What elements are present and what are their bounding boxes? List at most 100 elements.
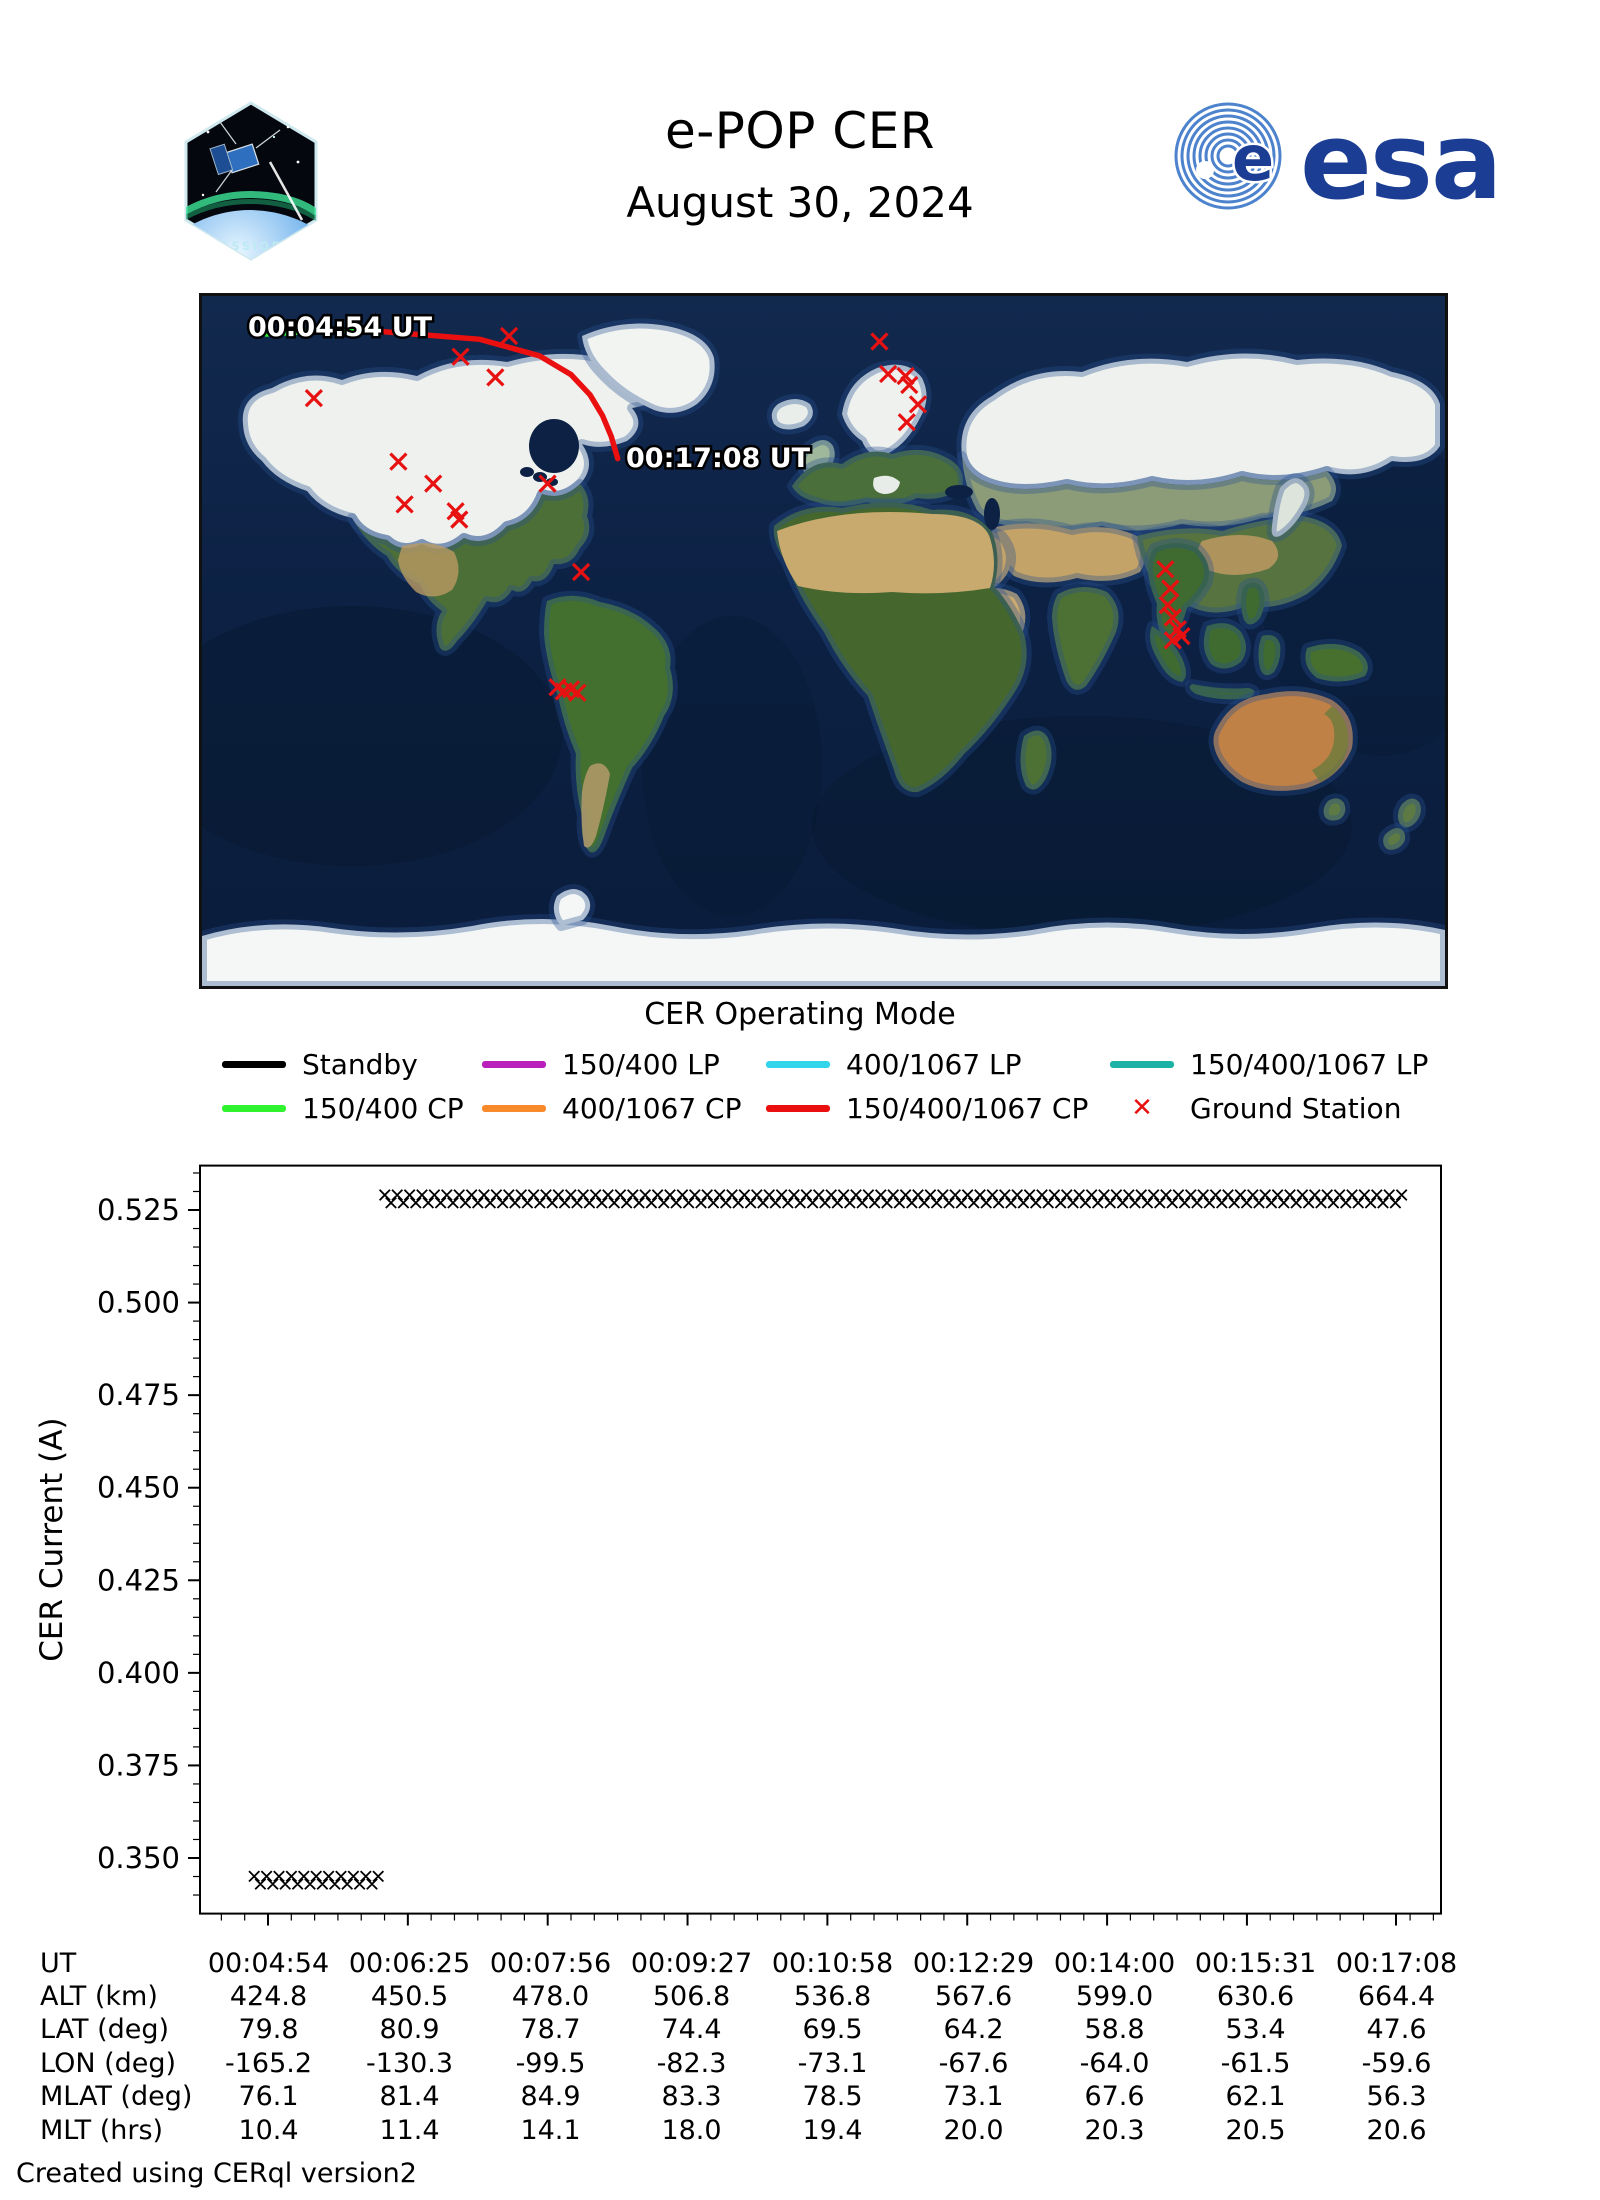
table-row: LAT (deg) 79.8 80.9 78.7 74.4 69.5 64.2 58.8 53.…	[40, 2013, 1467, 2047]
table-row-label: LAT (deg)	[40, 2014, 170, 2046]
table-cell: 630.6	[1216, 1980, 1295, 2012]
track-start-time-label: 00:04:54 UT	[248, 312, 433, 343]
table-cell: 567.6	[934, 1980, 1013, 2012]
legend-item: 400/1067 LP	[766, 1046, 1022, 1082]
data-marker-band	[378, 1189, 1408, 1209]
cassiope-mission-badge-icon: CASSIOPE	[184, 101, 318, 261]
table-cell: 00:04:54	[207, 1947, 330, 1979]
ground-station-marker	[395, 495, 414, 514]
ground-station-marker	[424, 474, 443, 493]
table-cell: 67.6	[1084, 2081, 1145, 2113]
legend-line-swatch	[482, 1104, 546, 1112]
table-cell: 69.5	[802, 2014, 863, 2046]
esa-swirl-letter: e	[1232, 122, 1274, 195]
legend-item-label: 150/400/1067 CP	[846, 1091, 1089, 1125]
page-title: e-POP CER	[664, 102, 936, 160]
table-cell: -59.6	[1361, 2047, 1432, 2079]
table-cell: 78.5	[802, 2081, 863, 2113]
table-cell: 506.8	[652, 1980, 731, 2012]
table-cell: 00:17:08	[1335, 1947, 1458, 1979]
table-row-label: MLAT (deg)	[40, 2081, 193, 2113]
table-cell: 20.6	[1366, 2114, 1427, 2146]
table-cell: 18.0	[661, 2114, 722, 2146]
data-marker-band	[248, 1870, 385, 1890]
table-cell: 81.4	[379, 2081, 440, 2113]
table-cell: 424.8	[229, 1980, 308, 2012]
table-cell: 47.6	[1366, 2014, 1427, 2046]
legend-line-swatch	[222, 1060, 286, 1068]
y-tick-label: 0.450	[97, 1471, 180, 1505]
ground-station-marker	[1172, 627, 1191, 646]
legend-title: CER Operating Mode	[644, 997, 956, 1032]
table-cell: 14.1	[520, 2114, 581, 2146]
page-date: August 30, 2024	[626, 178, 974, 227]
table-cell: 53.4	[1225, 2014, 1286, 2046]
ground-station-marker	[486, 368, 505, 387]
table-cell: 74.4	[661, 2014, 722, 2046]
legend-line-swatch	[1110, 1060, 1174, 1068]
table-row-label: ALT (km)	[40, 1980, 158, 2012]
ground-track-map: 00:04:54 UT 00:17:08 UT	[142, 293, 1502, 991]
table-cell: -99.5	[515, 2047, 586, 2079]
legend-line-swatch	[222, 1104, 286, 1112]
table-cell: -165.2	[224, 2047, 313, 2079]
badge-text: CASSIOPE	[209, 239, 293, 253]
ground-station-marker	[571, 562, 591, 582]
esa-wordmark: esa	[1300, 100, 1501, 223]
ground-station-marker	[568, 683, 587, 702]
table-cell: 79.8	[238, 2014, 299, 2046]
table-cell: 664.4	[1357, 1980, 1436, 2012]
table-cell: 536.8	[793, 1980, 872, 2012]
ground-station-marker	[870, 332, 889, 351]
legend-item-label: 150/400/1067 LP	[1190, 1047, 1429, 1081]
table-cell: 20.3	[1084, 2114, 1145, 2146]
legend-item-label: 400/1067 CP	[562, 1091, 742, 1125]
table-cell: 00:06:25	[348, 1947, 471, 1979]
legend-item-label: 400/1067 LP	[846, 1047, 1022, 1081]
legend-item: 150/400/1067 CP	[766, 1090, 1088, 1126]
table-cell: 76.1	[238, 2081, 299, 2113]
table-cell: 00:12:29	[912, 1947, 1035, 1979]
legend-item-label: Standby	[302, 1047, 418, 1081]
world-map-land	[197, 318, 1450, 991]
table-row-label: LON (deg)	[40, 2047, 177, 2079]
table-cell: 599.0	[1075, 1980, 1154, 2012]
esa-logo: e esa	[1174, 100, 1503, 223]
track-end-time-label: 00:17:08 UT	[626, 443, 811, 474]
table-cell: 58.8	[1084, 2014, 1145, 2046]
ground-station-marker	[879, 364, 898, 384]
legend-item: 150/400/1067 LP	[1110, 1046, 1428, 1082]
table-cell: -64.0	[1079, 2047, 1150, 2079]
table-cell: 00:07:56	[489, 1947, 612, 1979]
plot-frame	[199, 1164, 1442, 1915]
legend-line-swatch	[766, 1104, 830, 1112]
table-row: UT 00:04:54 00:06:25 00:07:56 00:09:27 00:10:…	[40, 1946, 1467, 1980]
table-cell: 19.4	[802, 2114, 863, 2146]
y-tick-label: 0.400	[97, 1656, 180, 1690]
world-map: 00:04:54 UT 00:17:08 UT	[142, 296, 1502, 991]
table-cell: 11.4	[379, 2114, 440, 2146]
table-cell: -73.1	[797, 2047, 868, 2079]
track-segment-green	[250, 328, 377, 338]
ground-station-marker	[1163, 608, 1182, 627]
ground-station-marker	[908, 395, 928, 414]
ground-station-marker	[451, 347, 470, 366]
legend-item: 150/400 CP	[222, 1090, 464, 1126]
table-row: MLAT (deg) 76.1 81.4 84.9 83.3 78.5 73.1 67.6 62…	[40, 2080, 1467, 2114]
table-cell: 00:15:31	[1194, 1947, 1317, 1979]
table-row-label: MLT (hrs)	[40, 2114, 164, 2146]
table-cell: 00:09:27	[630, 1947, 753, 1979]
y-tick-label: 0.375	[97, 1748, 180, 1782]
legend-item: 150/400 LP	[482, 1046, 720, 1082]
ground-station-marker	[900, 375, 919, 395]
table-row: ALT (km) 424.8 450.5 478.0 506.8 536.8 567.6 59…	[40, 1979, 1467, 2013]
footer-credit: Created using CERql version2	[16, 2158, 417, 2189]
ground-station-marker	[389, 452, 408, 471]
esa-swirl-icon: e	[1174, 102, 1282, 210]
y-tick-label: 0.425	[97, 1563, 180, 1597]
table-row-label: UT	[40, 1947, 77, 1979]
y-axis-label: CER Current (A)	[34, 1417, 70, 1661]
table-cell: 20.5	[1225, 2114, 1286, 2146]
table-cell: -82.3	[656, 2047, 727, 2079]
y-tick-label: 0.525	[97, 1193, 180, 1227]
